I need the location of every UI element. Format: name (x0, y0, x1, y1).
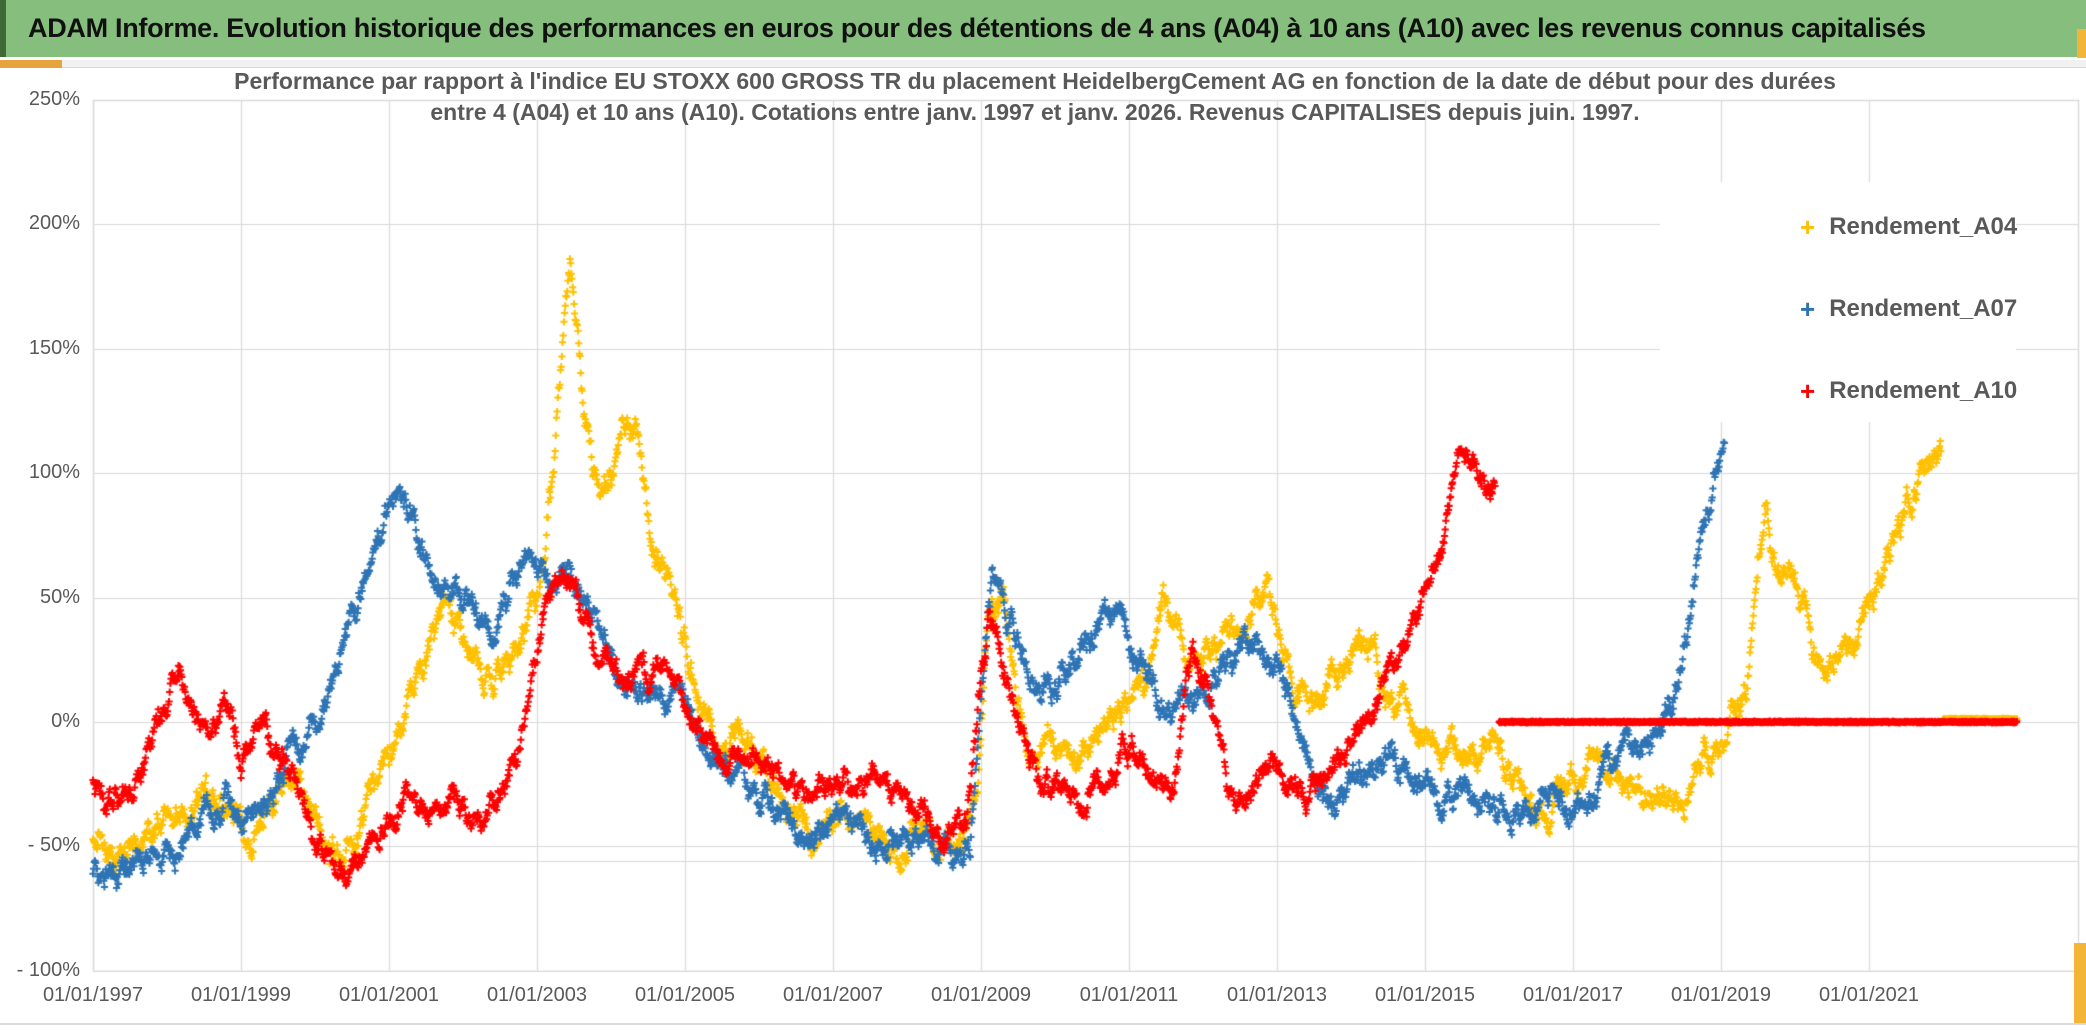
right-top-gold-accent (2077, 29, 2086, 58)
y-axis-tick-label: 0% (51, 710, 80, 732)
y-axis-tick-label: 150% (28, 336, 80, 359)
y-axis-tick-label: 100% (28, 461, 80, 484)
y-axis-tick-label: - 100% (16, 958, 80, 981)
legend-item-rendement-a10: + Rendement_A10 (1800, 376, 2017, 406)
x-axis-tick-label: 01/01/2021 (1818, 984, 1920, 1006)
plus-marker-icon: + (1800, 212, 1816, 242)
chart-title: Performance par rapport à l'indice EU ST… (160, 66, 1910, 128)
x-axis-tick-label: 01/01/2019 (1670, 984, 1772, 1006)
x-axis-tick-label: 01/01/2009 (930, 984, 1032, 1006)
x-axis-tick-label: 01/01/1997 (42, 984, 144, 1006)
y-axis-tick-label: 50% (39, 585, 80, 608)
legend-item-label: Rendement_A04 (1829, 213, 2018, 240)
legend-item-label: Rendement_A10 (1829, 377, 2018, 404)
title-underline-gold-accent (0, 60, 62, 68)
legend-item-rendement-a07: + Rendement_A07 (1800, 294, 2017, 324)
chart-title-line-1: Performance par rapport à l'indice EU ST… (234, 68, 1836, 94)
title-underline-rule (0, 60, 2086, 68)
legend-item-rendement-a04: + Rendement_A04 (1800, 212, 2017, 242)
x-axis-tick-label: 01/01/2001 (338, 984, 440, 1006)
y-axis-tick-label: - 50% (27, 834, 80, 857)
chart-title-line-2: entre 4 (A04) et 10 ans (A10). Cotations… (430, 99, 1640, 125)
plus-marker-icon: + (1800, 294, 1816, 324)
page-title: ADAM Informe. Evolution historique des p… (28, 13, 1926, 43)
x-axis-tick-label: 01/01/2013 (1226, 984, 1328, 1006)
x-axis-tick-label: 01/01/2003 (486, 984, 588, 1006)
right-bottom-gold-accent (2074, 943, 2086, 1023)
x-axis-tick-label: 01/01/2015 (1374, 984, 1476, 1006)
y-axis-tick-label: 200% (28, 212, 80, 235)
page-bottom-rule (0, 1023, 2086, 1025)
plus-marker-icon: + (1800, 376, 1816, 406)
x-axis-tick-label: 01/01/1999 (190, 984, 292, 1006)
x-axis-tick-label: 01/01/2017 (1522, 984, 1624, 1006)
y-axis-tick-label: 250% (28, 88, 80, 110)
x-axis-tick-label: 01/01/2005 (634, 984, 736, 1006)
title-left-accent (0, 0, 6, 57)
x-axis-tick-label: 01/01/2007 (782, 984, 884, 1006)
legend-item-label: Rendement_A07 (1829, 295, 2018, 322)
chart-legend: + Rendement_A04 + Rendement_A07 + Rendem… (1660, 182, 2017, 422)
x-axis-tick-label: 01/01/2011 (1079, 984, 1179, 1006)
title-banner: ADAM Informe. Evolution historique des p… (0, 0, 2086, 57)
